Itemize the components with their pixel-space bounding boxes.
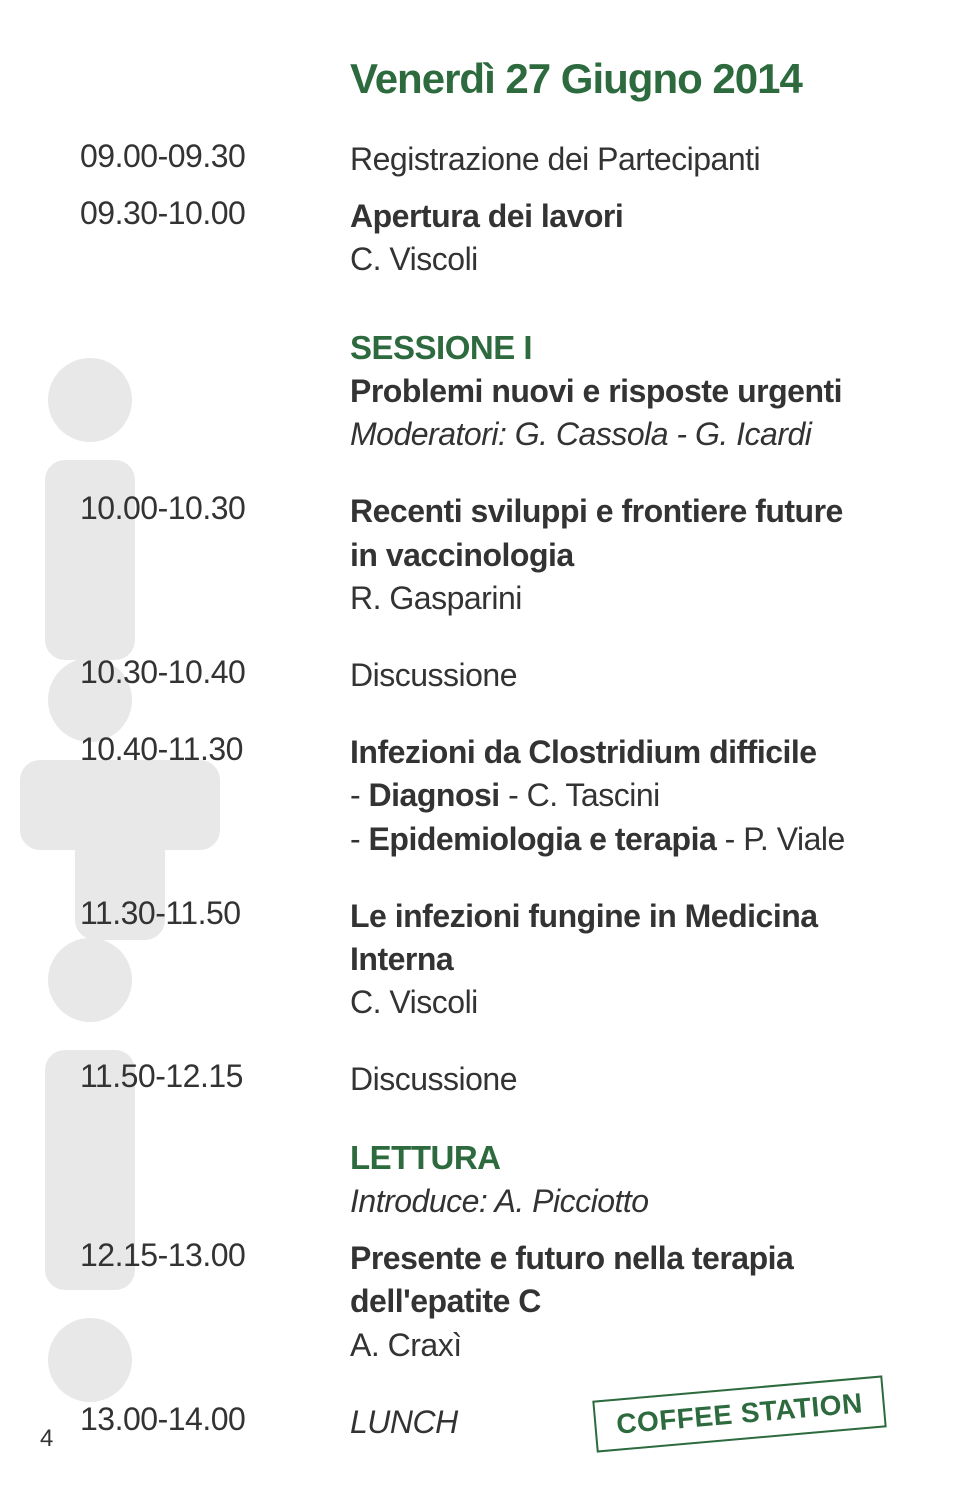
- schedule-line: Presente e futuro nella terapia dell'epa…: [350, 1237, 860, 1323]
- time-slot: 10.30-10.40: [80, 654, 350, 691]
- lettura-intro: Introduce: A. Picciotto: [350, 1180, 860, 1223]
- schedule-line: - Epidemiologia e terapia - P. Viale: [350, 818, 860, 861]
- schedule-text: Le infezioni fungine in Medicina Interna…: [350, 895, 860, 1025]
- schedule-block-3: 12.15-13.00Presente e futuro nella terap…: [80, 1237, 860, 1444]
- schedule-line: Le infezioni fungine in Medicina Interna: [350, 895, 860, 981]
- schedule-block-2: 10.00-10.30Recenti sviluppi e frontiere …: [80, 490, 860, 1101]
- schedule-row: 11.30-11.50Le infezioni fungine in Medic…: [80, 895, 860, 1025]
- schedule-text: Apertura dei lavoriC. Viscoli: [350, 195, 860, 281]
- schedule-line: Discussione: [350, 654, 860, 697]
- time-slot: 10.40-11.30: [80, 731, 350, 768]
- schedule-text: Recenti sviluppi e frontiere future in v…: [350, 490, 860, 620]
- schedule-row: 09.00-09.30Registrazione dei Partecipant…: [80, 138, 860, 181]
- time-slot: 10.00-10.30: [80, 490, 350, 527]
- schedule-row: 09.30-10.00Apertura dei lavoriC. Viscoli: [80, 195, 860, 281]
- schedule-text: Discussione: [350, 1058, 860, 1101]
- lettura-header: LETTURA Introduce: A. Picciotto: [80, 1136, 860, 1224]
- schedule-block-1: 09.00-09.30Registrazione dei Partecipant…: [80, 138, 860, 282]
- schedule-row: 11.50-12.15Discussione: [80, 1058, 860, 1101]
- schedule-line: A. Craxì: [350, 1324, 860, 1367]
- schedule-row: 10.30-10.40Discussione: [80, 654, 860, 697]
- time-slot: 12.15-13.00: [80, 1237, 350, 1274]
- schedule-line: LUNCH: [350, 1401, 860, 1444]
- schedule-text: Registrazione dei Partecipanti: [350, 138, 860, 181]
- schedule-text: Presente e futuro nella terapia dell'epa…: [350, 1237, 860, 1367]
- schedule-line: Apertura dei lavori: [350, 195, 860, 238]
- time-slot: 11.30-11.50: [80, 895, 350, 932]
- schedule-row: 10.00-10.30Recenti sviluppi e frontiere …: [80, 490, 860, 620]
- schedule-text: Discussione: [350, 654, 860, 697]
- schedule-text: LUNCH: [350, 1401, 860, 1444]
- schedule-line: Registrazione dei Partecipanti: [350, 138, 860, 181]
- schedule-line: Recenti sviluppi e frontiere future in v…: [350, 490, 860, 576]
- page-content: Venerdì 27 Giugno 2014 09.00-09.30Regist…: [0, 0, 960, 1490]
- schedule-line: Discussione: [350, 1058, 860, 1101]
- schedule-text: Infezioni da Clostridium difficile- Diag…: [350, 731, 860, 861]
- lettura-title: LETTURA: [350, 1136, 860, 1181]
- session-1-subtitle: Problemi nuovi e risposte urgenti: [350, 370, 860, 413]
- schedule-row: 12.15-13.00Presente e futuro nella terap…: [80, 1237, 860, 1367]
- time-slot: 11.50-12.15: [80, 1058, 350, 1095]
- schedule-row: 13.00-14.00LUNCH: [80, 1401, 860, 1444]
- time-slot: 13.00-14.00: [80, 1401, 350, 1438]
- schedule-line: C. Viscoli: [350, 981, 860, 1024]
- session-1-moderators: Moderatori: G. Cassola - G. Icardi: [350, 413, 860, 456]
- schedule-line: - Diagnosi - C. Tascini: [350, 774, 860, 817]
- session-1-title: SESSIONE I: [350, 326, 860, 371]
- schedule-line: Infezioni da Clostridium difficile: [350, 731, 860, 774]
- schedule-line: R. Gasparini: [350, 577, 860, 620]
- session-1-header: SESSIONE I Problemi nuovi e risposte urg…: [80, 326, 860, 457]
- schedule-row: 10.40-11.30Infezioni da Clostridium diff…: [80, 731, 860, 861]
- schedule-line: C. Viscoli: [350, 238, 860, 281]
- header-date-title: Venerdì 27 Giugno 2014: [350, 55, 860, 103]
- time-slot: 09.30-10.00: [80, 195, 350, 232]
- time-slot: 09.00-09.30: [80, 138, 350, 175]
